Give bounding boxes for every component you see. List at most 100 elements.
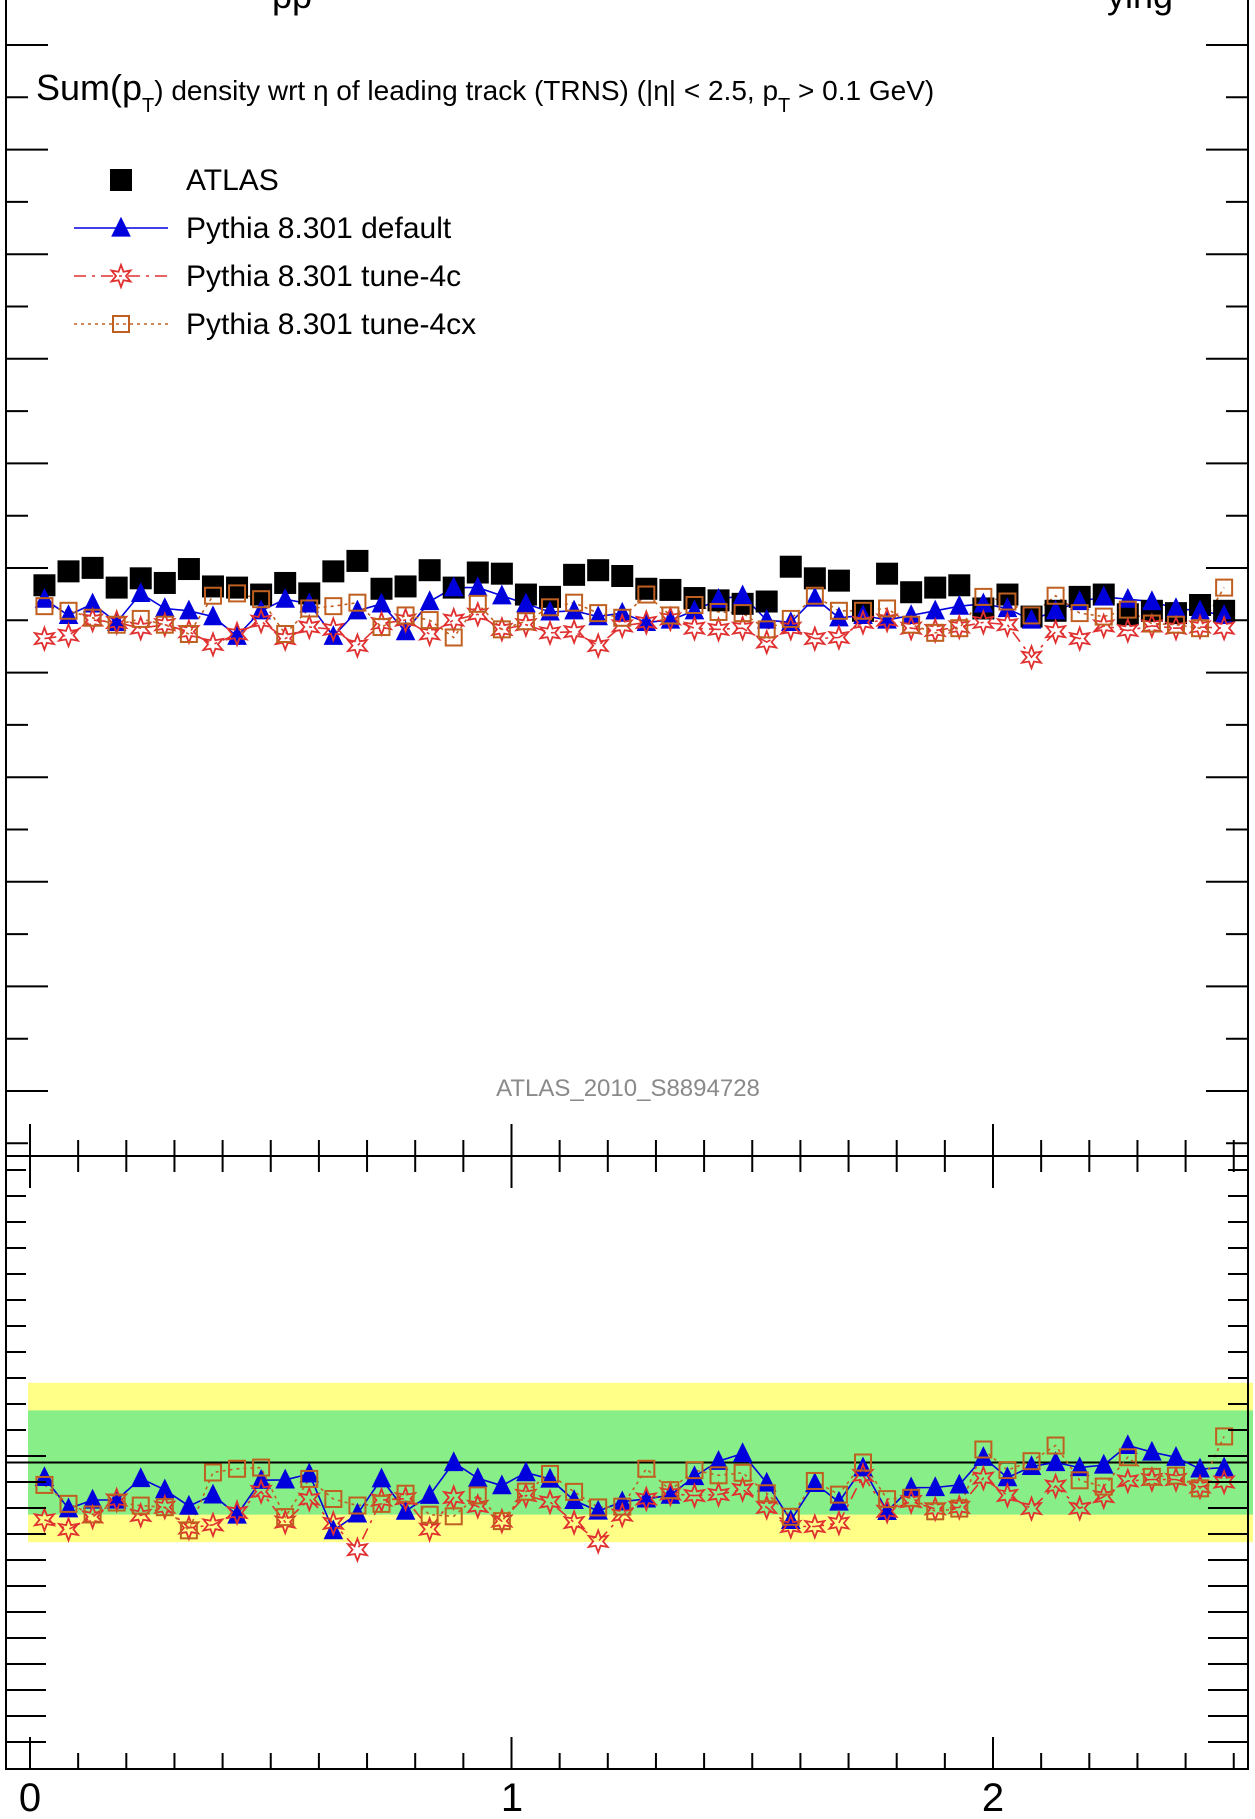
main-point-series-2 [682, 614, 707, 642]
ratio-point-series-1 [516, 1461, 536, 1482]
main-point-series-2 [1212, 614, 1236, 642]
ratio-point-series-1 [323, 1519, 344, 1540]
ratio-point-series-3 [252, 1458, 271, 1477]
main-point-series-2 [56, 621, 81, 649]
main-point-series-3 [516, 612, 535, 631]
main-point-series-3 [59, 601, 78, 620]
ratio-point-series-3 [420, 1505, 439, 1524]
main-point-series-3 [878, 599, 897, 618]
main-point-series-0 [57, 560, 80, 583]
ratio-point-series-2 [971, 1464, 996, 1492]
main-point-series-2 [466, 600, 490, 628]
main-point-series-0 [226, 576, 249, 599]
main-point-series-1 [877, 608, 897, 629]
main-point-series-2 [658, 605, 683, 633]
ratio-point-series-1 [1214, 1456, 1234, 1477]
ratio-point-series-1 [901, 1476, 921, 1497]
main-point-series-2 [1188, 613, 1212, 641]
main-point-series-1 [130, 582, 151, 602]
ratio-point-series-2 [1067, 1494, 1092, 1522]
main-point-series-0 [755, 590, 778, 613]
ratio-point-series-2 [297, 1485, 322, 1513]
ratio-point-series-2 [417, 1515, 442, 1543]
ratio-point-series-3 [998, 1461, 1017, 1480]
main-point-series-2 [1019, 643, 1044, 671]
main-point-series-2 [538, 619, 562, 647]
main-point-series-2 [249, 607, 273, 635]
ratio-point-series-2 [249, 1478, 273, 1506]
main-point-series-3 [1215, 578, 1234, 597]
main-point-series-2 [345, 632, 370, 660]
main-point-series-0 [876, 562, 899, 585]
legend-label-1: Pythia 8.301 default [186, 212, 452, 245]
ratio-point-series-3 [637, 1459, 656, 1478]
main-point-series-0 [201, 575, 224, 598]
ratio-point-series-1 [443, 1451, 464, 1472]
ratio-point-series-3 [589, 1498, 608, 1517]
plot-title: Sum(pT) density wrt η of leading track (… [36, 67, 934, 117]
main-point-series-3 [83, 608, 102, 627]
main-point-series-3 [733, 604, 752, 623]
ratio-point-series-2 [321, 1509, 346, 1537]
main-point-series-2 [393, 606, 418, 634]
ratio-point-series-3 [853, 1453, 872, 1472]
ratio-point-series-3 [685, 1461, 704, 1480]
ratio-point-series-3 [829, 1485, 848, 1504]
main-point-series-2 [441, 606, 466, 634]
ratio-point-series-1 [636, 1487, 657, 1508]
ratio-point-series-1 [877, 1500, 897, 1520]
main-point-series-3 [926, 623, 945, 642]
main-point-series-1 [275, 587, 296, 608]
ratio-point-series-2 [706, 1480, 731, 1509]
ratio-point-series-1 [179, 1494, 199, 1515]
ratio-point-series-3 [1215, 1427, 1234, 1446]
ratio-point-series-2 [754, 1493, 779, 1521]
main-point-series-3 [396, 606, 415, 625]
main-point-series-2 [297, 613, 322, 641]
ratio-point-series-2 [153, 1493, 177, 1521]
ratio-point-series-1 [708, 1449, 729, 1470]
main-point-series-1 [419, 590, 440, 611]
main-point-series-2 [947, 613, 972, 641]
main-point-series-2 [1140, 612, 1164, 640]
ratio-point-series-3 [372, 1494, 391, 1513]
main-point-series-3 [902, 615, 921, 634]
x-tick-label-1: 1 [501, 1776, 523, 1819]
ratio-point-series-2 [201, 1511, 225, 1539]
main-point-series-3 [324, 597, 343, 616]
main-point-series-0 [900, 581, 923, 604]
x-tick-label-0: 0 [19, 1776, 41, 1819]
legend-label-2: Pythia 8.301 tune-4c [186, 260, 461, 293]
ratio-point-series-2 [538, 1488, 562, 1516]
ratio-point-series-1 [1045, 1451, 1066, 1472]
main-point-series-2 [706, 615, 731, 644]
main-point-series-3 [613, 608, 632, 627]
ratio-point-series-3 [83, 1505, 102, 1524]
main-point-series-3 [276, 625, 295, 643]
ratio-point-series-2 [947, 1493, 972, 1522]
ratio-point-series-3 [565, 1482, 584, 1501]
ratio-point-series-2 [393, 1485, 418, 1513]
ratio-point-series-2 [778, 1512, 803, 1541]
main-point-series-2 [514, 611, 538, 639]
ratio-point-series-3 [324, 1489, 343, 1508]
main-point-series-1 [443, 576, 464, 597]
main-point-series-0 [490, 562, 513, 585]
main-point-series-1 [1214, 604, 1234, 625]
ratio-point-series-1 [419, 1484, 440, 1504]
main-point-series-2 [1091, 612, 1116, 640]
main-point-series-1 [708, 587, 729, 608]
main-point-series-2 [995, 611, 1020, 639]
main-point-series-3 [1191, 619, 1210, 638]
main-point-series-0 [105, 576, 128, 599]
ratio-point-series-1 [756, 1471, 777, 1492]
main-point-series-3 [348, 593, 367, 612]
main-point-series-1 [756, 608, 777, 629]
main-point-series-3 [974, 587, 993, 606]
main-point-series-3 [757, 620, 776, 639]
main-point-series-1 [1142, 590, 1162, 611]
main-point-series-1 [106, 611, 127, 631]
ratio-point-series-2 [1140, 1465, 1164, 1494]
ratio-point-series-3 [1070, 1471, 1089, 1490]
ratio-point-series-3 [107, 1493, 126, 1512]
